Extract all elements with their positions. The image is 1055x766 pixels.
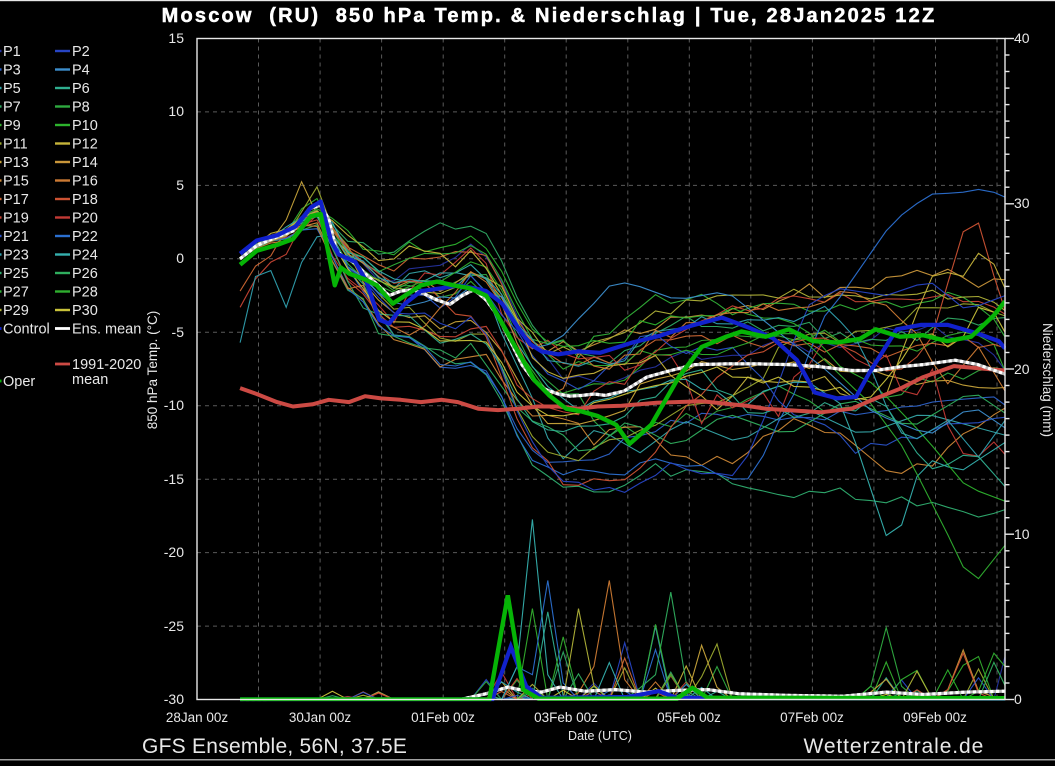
svg-text:5: 5 <box>176 177 184 193</box>
svg-text:P15: P15 <box>3 174 29 190</box>
svg-text:P23: P23 <box>3 248 29 264</box>
svg-text:P22: P22 <box>72 229 98 245</box>
svg-text:-10: -10 <box>164 397 184 413</box>
svg-text:0: 0 <box>176 250 184 266</box>
svg-text:P10: P10 <box>72 118 98 134</box>
svg-text:Control: Control <box>3 322 50 338</box>
svg-text:P7: P7 <box>3 100 21 116</box>
svg-text:15: 15 <box>168 30 184 46</box>
svg-text:Moscow (RU) 850 hPa Temp. &: Moscow (RU) 850 hPa Temp. & Niederschlag… <box>162 5 937 27</box>
svg-text:05Feb 00z: 05Feb 00z <box>657 710 721 725</box>
svg-text:-5: -5 <box>172 324 185 340</box>
svg-text:P1: P1 <box>3 44 21 60</box>
svg-text:Ens. mean: Ens. mean <box>72 322 141 338</box>
svg-text:07Feb 00z: 07Feb 00z <box>780 710 844 725</box>
svg-text:mean: mean <box>72 372 108 388</box>
svg-text:P16: P16 <box>72 174 98 190</box>
svg-text:P3: P3 <box>3 63 21 79</box>
svg-text:P6: P6 <box>72 81 90 97</box>
svg-text:-25: -25 <box>164 618 184 634</box>
svg-text:P25: P25 <box>3 266 29 282</box>
svg-text:850 hPa Temp. (°C): 850 hPa Temp. (°C) <box>145 311 160 429</box>
svg-text:-20: -20 <box>164 544 184 560</box>
svg-text:P27: P27 <box>3 285 29 301</box>
svg-text:P14: P14 <box>72 155 98 171</box>
svg-text:P29: P29 <box>3 303 29 319</box>
svg-text:P30: P30 <box>72 303 98 319</box>
svg-text:03Feb 00z: 03Feb 00z <box>534 710 598 725</box>
svg-text:P11: P11 <box>3 137 28 153</box>
svg-text:30: 30 <box>1014 195 1030 211</box>
svg-text:-15: -15 <box>164 471 184 487</box>
svg-text:P28: P28 <box>72 285 98 301</box>
svg-text:09Feb 00z: 09Feb 00z <box>903 710 967 725</box>
svg-text:01Feb 00z: 01Feb 00z <box>411 710 475 725</box>
svg-text:P9: P9 <box>3 118 21 134</box>
svg-text:40: 40 <box>1014 30 1030 46</box>
svg-text:10: 10 <box>168 103 184 119</box>
svg-text:P17: P17 <box>3 192 29 208</box>
svg-text:P19: P19 <box>3 211 29 227</box>
svg-text:1991-2020: 1991-2020 <box>72 357 141 373</box>
svg-text:Oper: Oper <box>3 374 35 390</box>
svg-text:28Jan 00z: 28Jan 00z <box>166 710 229 725</box>
svg-text:P12: P12 <box>72 137 98 153</box>
svg-text:10: 10 <box>1014 526 1030 542</box>
svg-text:P5: P5 <box>3 81 21 97</box>
svg-text:P4: P4 <box>72 63 90 79</box>
svg-text:0: 0 <box>1014 691 1022 707</box>
svg-text:20: 20 <box>1014 361 1030 377</box>
svg-text:P13: P13 <box>3 155 29 171</box>
svg-text:30Jan 00z: 30Jan 00z <box>289 710 352 725</box>
svg-text:P8: P8 <box>72 100 90 116</box>
svg-text:-30: -30 <box>164 691 184 707</box>
svg-text:Niederschlag (mm): Niederschlag (mm) <box>1040 323 1055 437</box>
svg-text:P26: P26 <box>72 266 98 282</box>
svg-text:P2: P2 <box>72 44 90 60</box>
svg-text:Wetterzentrale.de: Wetterzentrale.de <box>804 735 985 758</box>
svg-text:P18: P18 <box>72 192 98 208</box>
svg-text:P20: P20 <box>72 211 98 227</box>
svg-text:GFS Ensemble, 56N, 37.5E: GFS Ensemble, 56N, 37.5E <box>142 735 407 758</box>
svg-text:P21: P21 <box>3 229 29 245</box>
svg-text:Date (UTC): Date (UTC) <box>568 729 632 743</box>
svg-text:P24: P24 <box>72 248 98 264</box>
